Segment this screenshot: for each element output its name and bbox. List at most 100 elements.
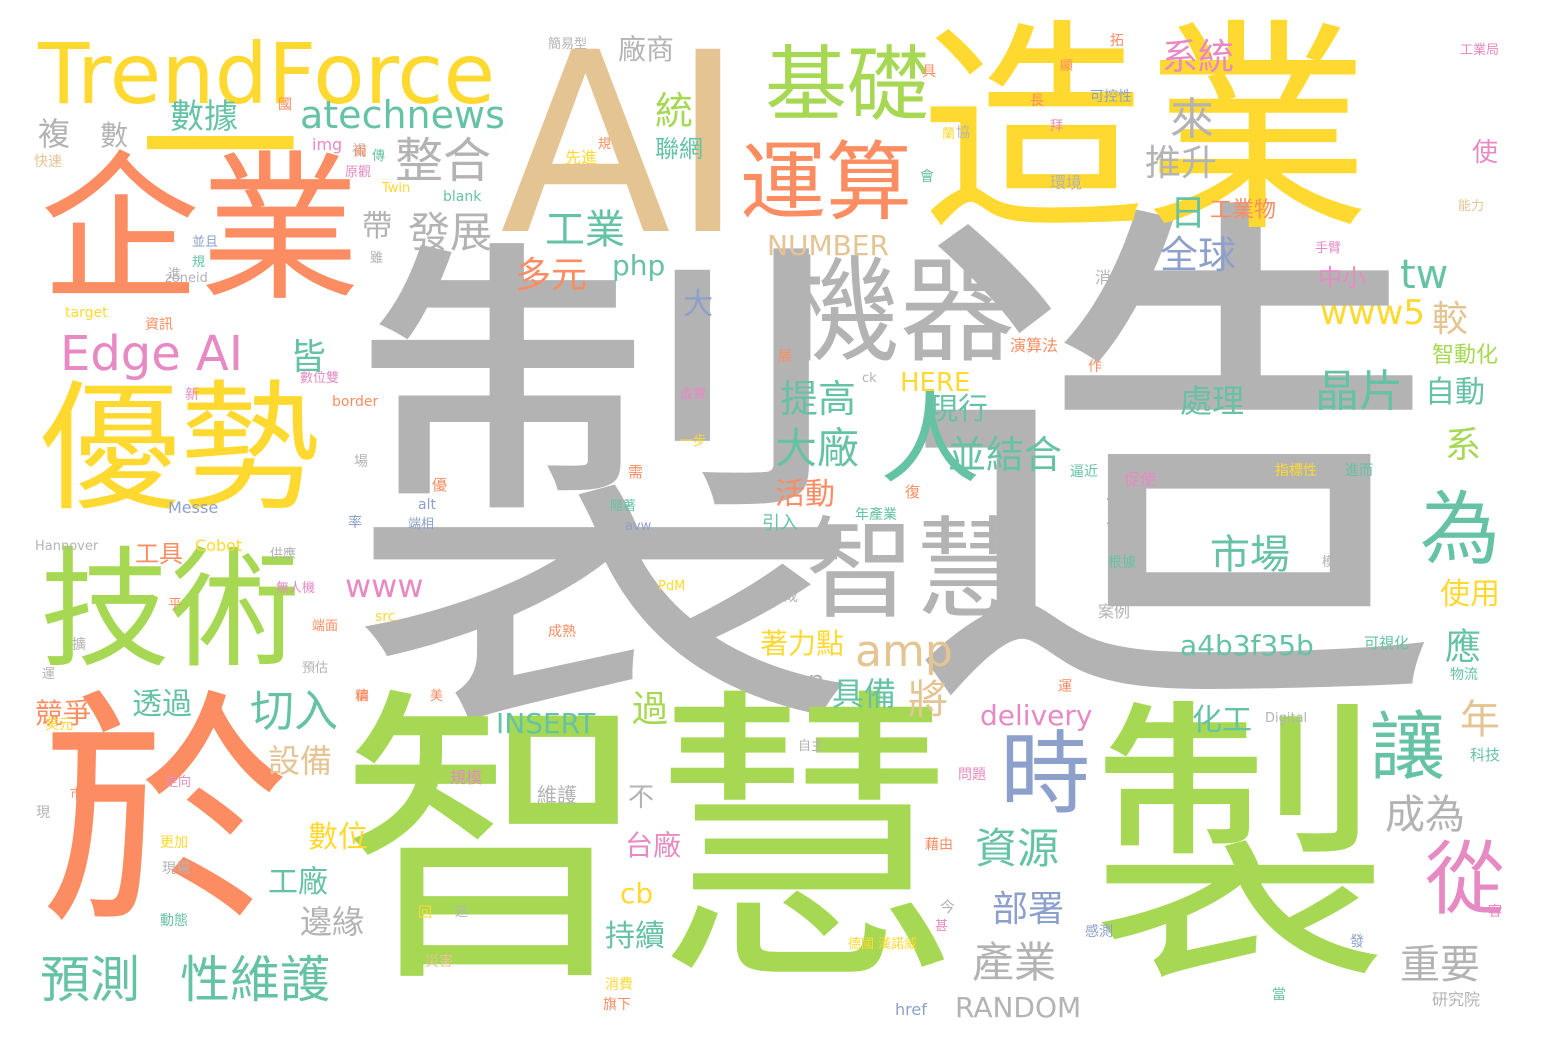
word: 走向	[165, 775, 192, 790]
word: 工具	[135, 540, 183, 568]
word: 邊緣	[300, 903, 365, 941]
word: alt	[418, 497, 436, 513]
word: 新	[185, 387, 199, 403]
word: 傳	[372, 149, 386, 164]
word: 運	[1058, 679, 1072, 695]
word: cb	[620, 877, 654, 910]
word: 數	[100, 119, 129, 152]
word: 簡易型	[548, 37, 588, 52]
word: 聯網	[655, 135, 703, 163]
word: 運算	[740, 133, 912, 233]
word: 競爭	[35, 697, 92, 730]
word: 造	[900, 156, 1440, 784]
word: 兩	[354, 145, 368, 160]
word: 規模	[450, 768, 483, 787]
word: 市場	[1210, 532, 1290, 578]
word: 統	[655, 89, 694, 133]
word: 並結合	[948, 433, 1063, 477]
word: 一步	[680, 434, 707, 449]
word: 運	[42, 667, 56, 682]
word: 大	[683, 287, 713, 322]
word: 系統	[1162, 37, 1235, 78]
word: 研究院	[1432, 990, 1481, 1009]
word: Hannover	[35, 539, 99, 554]
word: 廠商	[618, 33, 675, 66]
word: 為	[1420, 483, 1500, 576]
word: 來	[1170, 94, 1214, 145]
word: 更加	[160, 835, 188, 851]
word: 平	[168, 597, 182, 613]
word: 透過	[132, 687, 192, 722]
word: 過	[632, 689, 669, 730]
word: www5	[1320, 293, 1426, 333]
word: 當	[1272, 987, 1286, 1003]
word: 優	[432, 476, 448, 494]
word: href	[895, 1000, 927, 1019]
word: 德國 漢諾威	[848, 937, 918, 952]
word: 市	[70, 787, 84, 802]
word: 帶	[362, 209, 392, 244]
word: 鏈	[602, 401, 616, 417]
word: zoneid	[165, 271, 208, 286]
word: 年	[1460, 697, 1500, 743]
word: 自動	[1425, 375, 1485, 410]
word: 處理	[1180, 382, 1245, 420]
word: 整合	[395, 133, 492, 189]
word: 具	[922, 64, 936, 80]
word: 國	[278, 97, 292, 113]
word: 端面	[312, 619, 339, 634]
word: 進	[168, 267, 182, 282]
word: blank	[443, 189, 482, 205]
word: 使	[1472, 138, 1499, 168]
word: 發	[1350, 934, 1364, 950]
word: 企業	[40, 136, 361, 323]
word: 造業	[920, 1, 1370, 263]
word: 雖	[370, 251, 384, 266]
word: delivery	[980, 699, 1093, 732]
word: 將	[908, 677, 948, 723]
word: php	[612, 249, 666, 282]
word: 合成	[770, 589, 798, 605]
word: 動態	[160, 913, 188, 929]
word: 並且	[192, 235, 219, 250]
word: 較	[1432, 299, 1469, 340]
word: 設備	[268, 742, 333, 780]
word: 數位	[308, 820, 368, 855]
word: 率	[348, 515, 362, 531]
word: 會	[920, 169, 934, 185]
word: 切入	[250, 686, 338, 737]
word: www	[345, 567, 424, 605]
word: 複	[38, 115, 71, 153]
word: 數位雙	[300, 371, 340, 386]
word: avw	[625, 519, 652, 534]
word: 成熟	[548, 624, 576, 640]
word: 重要	[1400, 942, 1480, 988]
word: 全球	[1160, 233, 1237, 277]
word: 多元	[515, 255, 588, 296]
word: 展	[778, 349, 792, 365]
word: 協	[1135, 579, 1149, 594]
word: 進而	[1345, 463, 1373, 479]
word: 場	[354, 454, 368, 470]
word: 於	[40, 669, 290, 960]
word: tw	[1400, 252, 1449, 298]
word: 資訊	[145, 317, 173, 333]
word: 模	[1322, 555, 1336, 570]
word: RANDOM	[955, 991, 1082, 1024]
word: 應	[1445, 627, 1482, 668]
word: atechnews	[300, 93, 505, 137]
word: 推升	[1145, 143, 1218, 184]
word: 工業	[545, 207, 625, 253]
word: 虛實	[680, 387, 707, 402]
word: 災害	[425, 954, 453, 970]
word: 旗下	[603, 997, 631, 1013]
word: 讓	[1370, 703, 1446, 791]
word: border	[332, 394, 379, 410]
word: 數據	[170, 97, 238, 137]
word: 時	[1000, 722, 1090, 827]
word: 端相	[408, 517, 435, 532]
word: 指標性	[1275, 463, 1317, 479]
word: 顯	[1060, 59, 1074, 74]
word: 物流	[1450, 667, 1478, 683]
word: 優勢	[40, 368, 321, 531]
